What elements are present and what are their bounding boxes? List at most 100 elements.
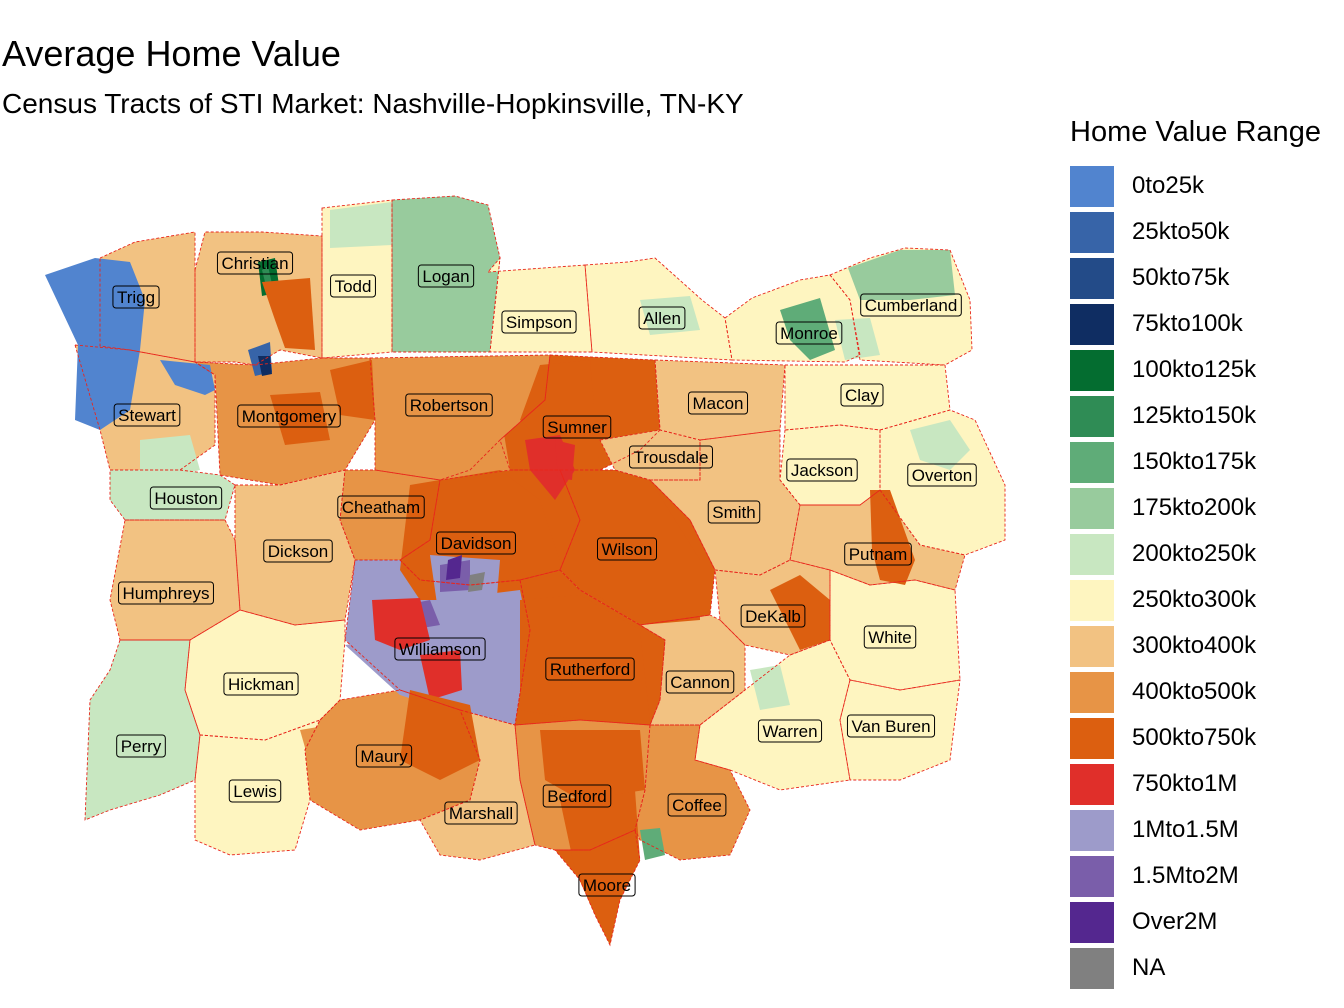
tract-region bbox=[520, 360, 600, 470]
county-label: Lewis bbox=[228, 779, 282, 803]
county-name: White bbox=[868, 628, 911, 647]
county-region bbox=[185, 610, 345, 740]
tract-region bbox=[446, 555, 462, 580]
legend-items: 0to25k 25kto50k 50kto75k 75kto100k 100kto125… bbox=[1070, 163, 1344, 991]
county-name: Putnam bbox=[849, 545, 908, 564]
county-border bbox=[109, 519, 241, 641]
county-label: Wilson bbox=[596, 537, 658, 561]
legend-label: NA bbox=[1132, 954, 1166, 981]
tract-region bbox=[848, 250, 955, 300]
county-label-box bbox=[223, 672, 299, 696]
county-border bbox=[559, 469, 716, 626]
county-name: Davidson bbox=[441, 534, 512, 553]
county-name: Stewart bbox=[118, 406, 176, 425]
county-name: Cannon bbox=[670, 673, 730, 692]
chart-subtitle: Census Tracts of STI Market: Nashville-H… bbox=[2, 88, 744, 119]
legend-label: 250kto300k bbox=[1132, 586, 1257, 613]
tract-region bbox=[400, 410, 510, 480]
county-label-box bbox=[112, 285, 160, 309]
county-label: Rutherford bbox=[545, 657, 635, 681]
county-label-box bbox=[542, 415, 612, 439]
county-label-box bbox=[687, 391, 749, 415]
county-label-box bbox=[116, 734, 166, 758]
legend-swatch bbox=[1070, 349, 1114, 391]
county-border bbox=[109, 469, 236, 521]
county-region bbox=[235, 470, 355, 625]
county-region bbox=[195, 720, 320, 855]
legend-item: 200kto250k bbox=[1070, 531, 1344, 577]
county-region bbox=[780, 425, 880, 505]
county-label-box bbox=[542, 784, 612, 808]
county-name: Cumberland bbox=[865, 296, 958, 315]
county-name: Perry bbox=[121, 737, 162, 756]
county-name: Hickman bbox=[228, 675, 294, 694]
county-label: Overton bbox=[907, 463, 977, 487]
county-border bbox=[554, 829, 641, 947]
county-label: Todd bbox=[330, 274, 376, 298]
legend-label: Over2M bbox=[1132, 908, 1218, 935]
legend-swatch bbox=[1070, 533, 1114, 575]
county-label: Jackson bbox=[786, 458, 858, 482]
county-label: Perry bbox=[116, 734, 166, 758]
county-region bbox=[420, 710, 535, 860]
legend-item: 1.5Mto2M bbox=[1070, 853, 1344, 899]
legend-swatch bbox=[1070, 809, 1114, 851]
county-label-box bbox=[118, 581, 214, 605]
county-border bbox=[99, 231, 196, 363]
county-label: Cumberland bbox=[860, 293, 962, 317]
county-region bbox=[640, 615, 745, 725]
tract-region bbox=[372, 598, 430, 650]
county-label: Van Buren bbox=[846, 714, 936, 738]
legend-swatch bbox=[1070, 855, 1114, 897]
county-borders bbox=[74, 195, 1006, 947]
county-label-box bbox=[545, 657, 635, 681]
legend-swatch bbox=[1070, 303, 1114, 345]
county-name: Coffee bbox=[672, 796, 722, 815]
legend-swatch bbox=[1070, 257, 1114, 299]
legend-swatch bbox=[1070, 211, 1114, 253]
county-region bbox=[110, 520, 240, 640]
county-name: Maury bbox=[360, 747, 408, 766]
county-label: Maury bbox=[355, 744, 413, 768]
county-label: Cheatham bbox=[337, 495, 425, 519]
tract-region bbox=[262, 278, 315, 350]
legend-item: 75kto100k bbox=[1070, 301, 1344, 347]
county-label: Stewart bbox=[113, 403, 181, 427]
county-name: Moore bbox=[583, 876, 631, 895]
county-name: Trousdale bbox=[634, 448, 709, 467]
county-border bbox=[599, 429, 701, 481]
legend-swatch bbox=[1070, 395, 1114, 437]
legend-label: 1.5Mto2M bbox=[1132, 862, 1239, 889]
legend-label: 25kto50k bbox=[1132, 218, 1230, 245]
county-label: Clay bbox=[840, 383, 884, 407]
county-name: Logan bbox=[422, 267, 469, 286]
legend-swatch bbox=[1070, 625, 1114, 667]
county-region bbox=[785, 365, 950, 430]
legend-label: 50kto75k bbox=[1132, 264, 1230, 291]
tract-region bbox=[392, 196, 470, 260]
legend-item: 50kto75k bbox=[1070, 255, 1344, 301]
county-name: Warren bbox=[762, 722, 817, 741]
county-label: DeKalb bbox=[740, 604, 806, 628]
map-tracts bbox=[45, 196, 970, 945]
legend-swatch bbox=[1070, 763, 1114, 805]
county-label: Humphreys bbox=[118, 581, 214, 605]
legend-item: 150kto175k bbox=[1070, 439, 1344, 485]
county-name: Wilson bbox=[601, 540, 652, 559]
county-label-box bbox=[846, 714, 936, 738]
county-label-box bbox=[844, 542, 912, 566]
county-label-box bbox=[405, 393, 493, 417]
tract-region bbox=[468, 572, 485, 592]
tract-region bbox=[870, 490, 915, 585]
county-border bbox=[84, 639, 201, 821]
county-label-box bbox=[228, 779, 282, 803]
county-label-box bbox=[263, 539, 333, 563]
county-label-box bbox=[113, 403, 181, 427]
legend-swatch bbox=[1070, 947, 1114, 989]
legend-swatch bbox=[1070, 165, 1114, 207]
county-labels: Christian Todd Logan Trigg Simpson Allen Monro… bbox=[112, 251, 977, 897]
county-name: Overton bbox=[912, 466, 972, 485]
legend-label: 100kto125k bbox=[1132, 356, 1257, 383]
county-label-box bbox=[501, 310, 577, 334]
county-label: Sumner bbox=[542, 415, 612, 439]
